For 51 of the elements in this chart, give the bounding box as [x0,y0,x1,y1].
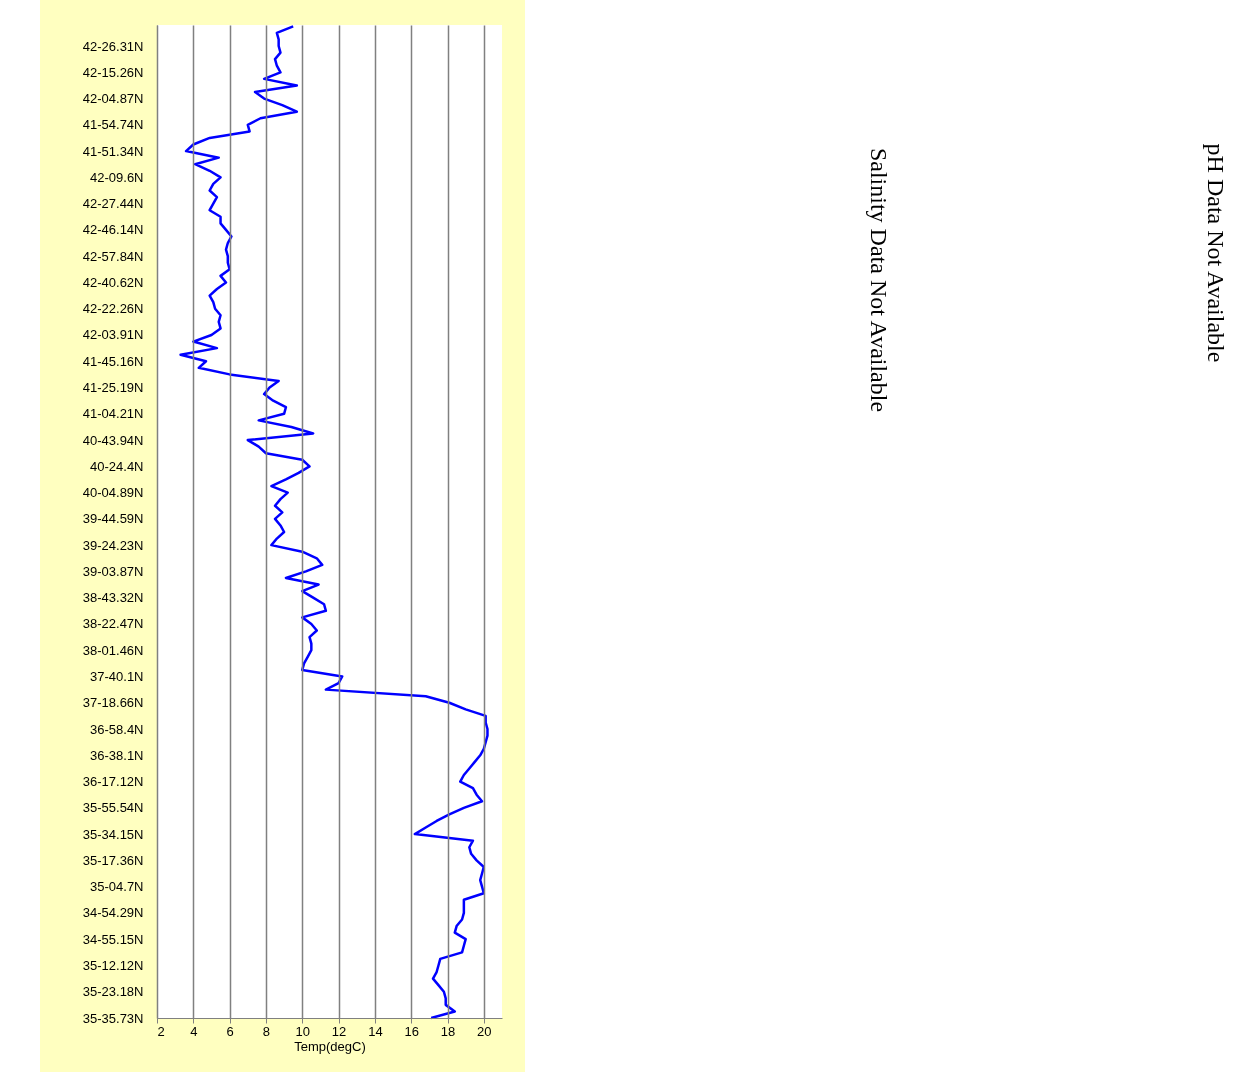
y-tick-label: 34-54.29N [82,905,144,921]
y-tick-label: 42-46.14N [82,222,144,238]
y-tick-label: 35-12.12N [82,957,144,973]
y-tick-label: 35-04.7N [90,879,144,895]
y-tick-label: 42-22.26N [82,301,144,317]
x-tick-label: 8 [262,1023,271,1039]
y-tick-label: 36-38.1N [90,747,144,763]
y-tick-label: 35-34.15N [82,826,144,842]
text: pH Data Not Available [1203,143,1229,363]
y-tick-label: 41-54.74N [82,117,144,133]
y-tick-label: 34-55.15N [82,931,144,947]
x-tick-label: 16 [404,1023,419,1039]
x-tick-label: 18 [440,1023,456,1039]
y-tick-label: 39-03.87N [82,563,144,579]
y-tick-label: 41-51.34N [82,143,144,159]
x-tick-label: 6 [226,1023,234,1039]
x-tick-label: 20 [477,1023,492,1039]
y-tick-label: 40-43.94N [82,432,144,448]
y-tick-label: 38-01.46N [82,642,144,658]
x-axis-title: Temp(degC) [294,1038,366,1054]
y-tick-label: 42-26.31N [82,38,144,54]
y-tick-label: 41-04.21N [82,406,144,422]
y-tick-label: 42-57.84N [82,248,144,264]
y-tick-label: 37-40.1N [90,668,144,684]
y-tick-label: 38-22.47N [82,616,144,632]
x-tick-label: 10 [295,1023,310,1039]
y-tick-label: 38-43.32N [82,590,144,606]
y-tick-label: 36-58.4N [90,721,144,737]
y-tick-label: 42-03.91N [82,327,144,343]
x-tick-label: 4 [190,1023,198,1039]
y-tick-label: 42-40.62N [82,274,144,290]
y-tick-label: 35-35.73N [82,1010,144,1026]
y-tick-label: 35-23.18N [82,984,144,1000]
y-tick-label: 40-04.89N [82,485,144,501]
y-tick-label: 42-15.26N [82,64,144,80]
y-tick-label: 41-45.16N [82,353,144,369]
y-tick-label: 39-44.59N [82,511,144,527]
x-tick-label: 12 [331,1023,347,1039]
y-tick-label: 42-09.6N [90,169,144,185]
y-tick-label: 35-17.36N [82,852,144,868]
x-tick-label: 14 [368,1023,383,1039]
y-tick-label: 42-04.87N [82,91,144,107]
y-tick-label: 36-17.12N [82,774,144,790]
y-tick-label: 35-55.54N [82,800,144,816]
y-tick-label: 42-27.44N [82,196,144,212]
y-tick-label: 39-24.23N [82,537,144,553]
y-tick-label: 41-25.19N [82,380,144,396]
y-tick-label: 37-18.66N [82,695,144,711]
x-tick-label: 2 [157,1023,165,1039]
y-tick-label: 40-24.4N [90,458,144,474]
text: Salinity Data Not Available [866,147,892,413]
